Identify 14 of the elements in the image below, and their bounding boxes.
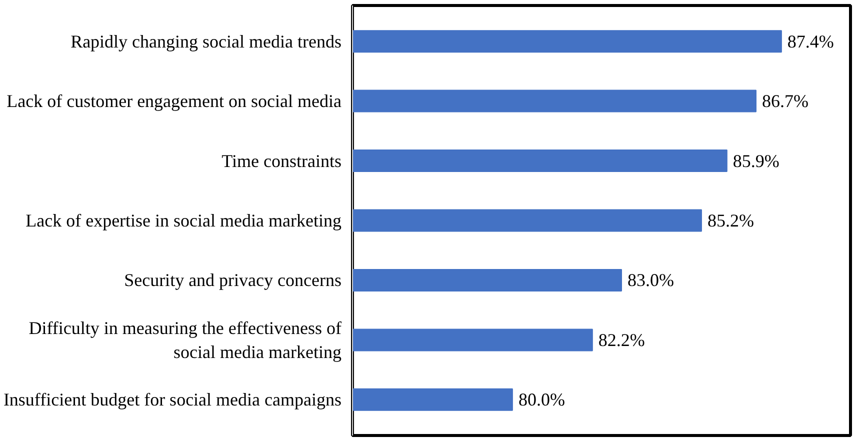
data-label: 87.4% (787, 31, 834, 52)
data-label: 85.2% (707, 210, 754, 230)
data-label: 85.9% (732, 150, 780, 171)
data-label: 82.2% (598, 330, 645, 350)
y-tick-label: Security and privacy concerns (124, 270, 342, 290)
data-label: 86.7% (762, 91, 808, 112)
y-tick-label: Difficulty in measuring the effectiveness of social media marketing (28, 318, 342, 362)
y-tick-label: Lack of customer engagement on social media (6, 91, 342, 112)
y-tick-label: Time constraints (222, 150, 342, 171)
data-label: 80.0% (518, 390, 565, 410)
data-label: 83.0% (627, 270, 674, 290)
y-tick-label: Rapidly changing social media trends (70, 31, 342, 52)
y-tick-label: Lack of expertise in social media marketing (26, 210, 342, 230)
y-tick-label: Insufficient budget for social media campaigns (3, 390, 342, 410)
